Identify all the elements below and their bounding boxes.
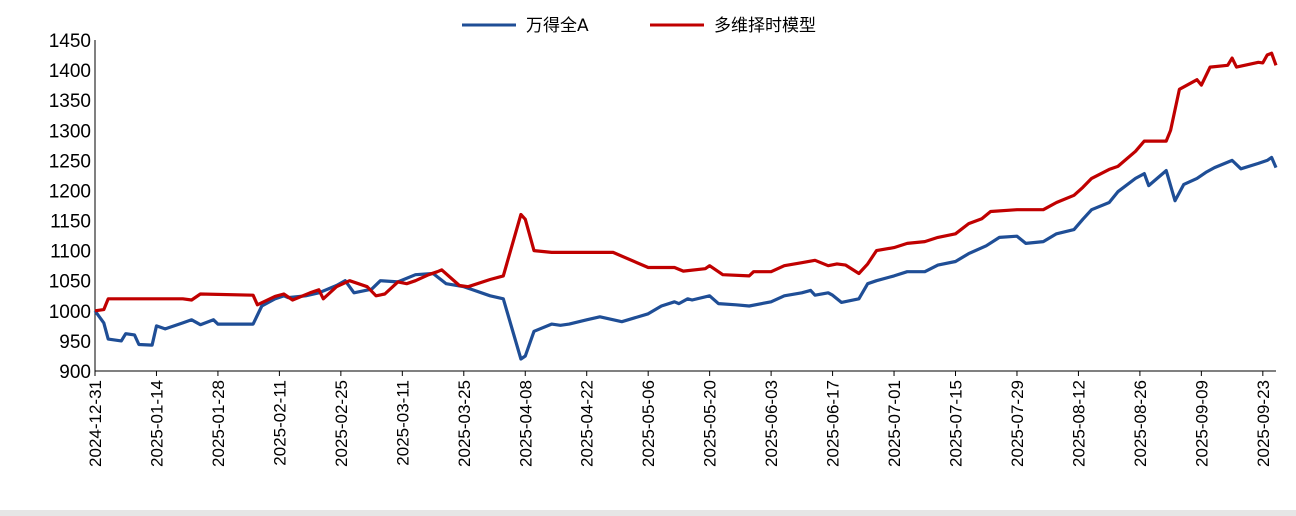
x-tick-label: 2025-06-03: [762, 380, 781, 467]
y-tick-label: 1250: [49, 151, 91, 172]
x-tick-label: 2025-08-26: [1131, 380, 1150, 467]
y-tick-label: 900: [59, 362, 91, 383]
x-tick-label: 2025-03-11: [393, 380, 412, 466]
x-tick-label: 2024-12-31: [86, 380, 105, 467]
y-tick-label: 1150: [50, 212, 91, 233]
x-tick-label: 2025-05-20: [701, 380, 720, 467]
x-tick-label: 2025-03-25: [455, 380, 474, 467]
y-tick-label: 1100: [50, 242, 91, 263]
x-tick-label: 2025-09-23: [1254, 380, 1273, 467]
x-tick-label: 2025-08-12: [1069, 380, 1088, 467]
x-tick-label: 2025-05-06: [639, 380, 658, 467]
x-tick-label: 2025-04-22: [578, 380, 597, 467]
y-tick-label: 1050: [49, 272, 91, 293]
x-tick-label: 2025-07-15: [947, 380, 966, 467]
x-tick-label: 2025-01-28: [209, 380, 228, 467]
x-axis-ticks: 2024-12-31 2025-01-14 2025-01-28 2025-02-11…: [86, 371, 1273, 467]
legend: 万得全A 多维择时模型: [462, 16, 816, 36]
y-tick-label: 1300: [49, 121, 91, 142]
x-tick-label: 2025-09-09: [1192, 380, 1211, 467]
y-tick-label: 1200: [49, 181, 91, 202]
legend-label-timing-model: 多维择时模型: [714, 16, 816, 36]
x-tick-label: 2025-04-08: [516, 380, 535, 467]
y-tick-label: 1000: [49, 302, 91, 323]
series-lines: [93, 51, 1278, 361]
x-tick-label: 2025-07-01: [885, 380, 904, 467]
x-tick-label: 2025-07-29: [1008, 380, 1027, 467]
x-tick-label: 2025-01-14: [147, 380, 166, 467]
x-tick-label: 2025-02-11: [270, 380, 289, 466]
y-axis-ticks: 900 950 1000 1050 1100 1150 1200 1250 1300 1350 14…: [49, 31, 91, 383]
series-line-wind-a: [93, 155, 1278, 361]
bottom-strip: [0, 510, 1296, 516]
y-tick-label: 1350: [49, 91, 91, 112]
y-tick-label: 950: [59, 332, 91, 353]
legend-label-wind-a: 万得全A: [526, 16, 589, 36]
y-tick-label: 1450: [49, 31, 91, 52]
x-tick-label: 2025-06-17: [824, 380, 843, 467]
series-line-timing-model: [94, 51, 1278, 313]
y-tick-label: 1400: [49, 61, 91, 82]
x-tick-label: 2025-02-25: [332, 380, 351, 467]
